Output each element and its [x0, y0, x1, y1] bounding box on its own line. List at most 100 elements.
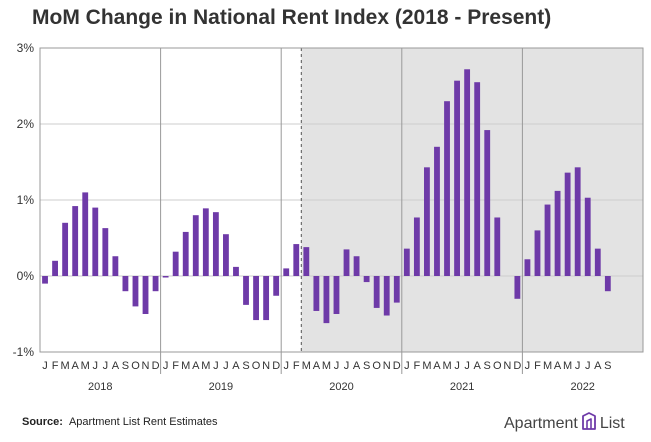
bar — [142, 276, 149, 314]
bar — [554, 190, 561, 276]
bar — [464, 69, 471, 276]
bar — [293, 244, 300, 276]
bar — [454, 80, 460, 277]
month-tick-label: M — [181, 360, 190, 372]
month-tick-label: S — [484, 360, 491, 372]
bar — [52, 260, 58, 276]
bar — [102, 228, 109, 276]
apartment-list-logo: Apartment List — [504, 412, 625, 435]
year-label: 2021 — [450, 381, 474, 393]
bar — [162, 276, 169, 278]
bar — [273, 276, 280, 296]
month-tick-label: A — [594, 360, 602, 372]
year-label: 2019 — [209, 381, 233, 393]
year-label: 2020 — [329, 381, 353, 393]
bar — [363, 276, 370, 283]
y-tick-label: -1% — [13, 345, 35, 359]
month-tick-label: S — [363, 360, 370, 372]
source-label: Source: — [22, 416, 63, 428]
bar — [544, 204, 551, 276]
bar — [303, 247, 310, 276]
year-label: 2022 — [570, 381, 594, 393]
bar — [333, 276, 340, 314]
bar — [564, 172, 571, 276]
bar — [474, 82, 481, 276]
bar — [514, 276, 521, 299]
month-tick-label: M — [543, 360, 552, 372]
bar — [424, 167, 430, 276]
month-tick-label: M — [61, 360, 70, 372]
month-tick-label: A — [313, 360, 321, 372]
month-tick-label: D — [513, 360, 521, 372]
month-tick-label: J — [223, 360, 229, 372]
month-tick-label: J — [464, 360, 470, 372]
bar — [484, 130, 491, 276]
bar — [152, 276, 159, 292]
bar — [132, 276, 139, 307]
month-tick-label: A — [112, 360, 120, 372]
month-tick-label: M — [302, 360, 311, 372]
bar — [72, 206, 79, 276]
chart-title: MoM Change in National Rent Index (2018 … — [32, 6, 552, 29]
month-tick-label: A — [192, 360, 200, 372]
month-tick-label: J — [344, 360, 350, 372]
bar — [223, 234, 229, 276]
month-tick-label: M — [322, 360, 331, 372]
month-tick-label: N — [503, 360, 511, 372]
bar — [112, 256, 119, 276]
bar — [444, 101, 450, 276]
bar — [92, 207, 99, 276]
month-tick-label: M — [81, 360, 90, 372]
month-tick-label: F — [293, 360, 300, 372]
month-tick-label: F — [52, 360, 59, 372]
bar — [122, 276, 129, 292]
month-tick-label: J — [213, 360, 219, 372]
bar — [343, 249, 350, 276]
month-tick-label: O — [372, 360, 381, 372]
month-tick-label: J — [575, 360, 581, 372]
source-note: Source: Apartment List Rent Estimates — [22, 416, 218, 428]
bar — [413, 217, 420, 276]
month-tick-label: F — [414, 360, 421, 372]
month-tick-label: D — [152, 360, 160, 372]
building-logo-icon — [581, 412, 597, 435]
month-tick-label: O — [252, 360, 261, 372]
month-tick-label: A — [72, 360, 80, 372]
month-tick-label: J — [334, 360, 340, 372]
source-text: Apartment List Rent Estimates — [68, 416, 218, 428]
month-tick-label: A — [232, 360, 240, 372]
bar — [534, 230, 541, 276]
month-tick-label: O — [131, 360, 140, 372]
logo-text-left: Apartment — [504, 414, 578, 432]
month-tick-label: J — [42, 360, 48, 372]
month-tick-label: S — [122, 360, 129, 372]
month-tick-label: D — [393, 360, 401, 372]
bar — [604, 276, 611, 292]
bar — [383, 276, 390, 316]
month-tick-label: F — [172, 360, 179, 372]
month-tick-label: J — [404, 360, 410, 372]
bar — [283, 268, 290, 276]
y-tick-label: 1% — [17, 193, 35, 207]
month-tick-label: N — [383, 360, 391, 372]
month-tick-label: J — [585, 360, 591, 372]
plot-frame — [39, 47, 644, 353]
bar — [393, 276, 400, 303]
month-tick-label: J — [283, 360, 289, 372]
bar — [263, 276, 270, 321]
x-axis-year-labels: 2018 2019 2020 2021 2022 — [88, 381, 595, 393]
month-tick-label: D — [272, 360, 280, 372]
y-tick-label: 0% — [17, 269, 35, 283]
y-tick-label: 2% — [17, 117, 35, 131]
month-tick-label: A — [353, 360, 361, 372]
bar — [353, 256, 360, 276]
month-tick-label: S — [242, 360, 249, 372]
bar — [243, 276, 249, 305]
year-dividers — [160, 48, 523, 374]
bar — [574, 167, 581, 276]
month-tick-label: N — [262, 360, 270, 372]
month-tick-label: O — [493, 360, 502, 372]
logo-text-right: List — [599, 414, 625, 432]
